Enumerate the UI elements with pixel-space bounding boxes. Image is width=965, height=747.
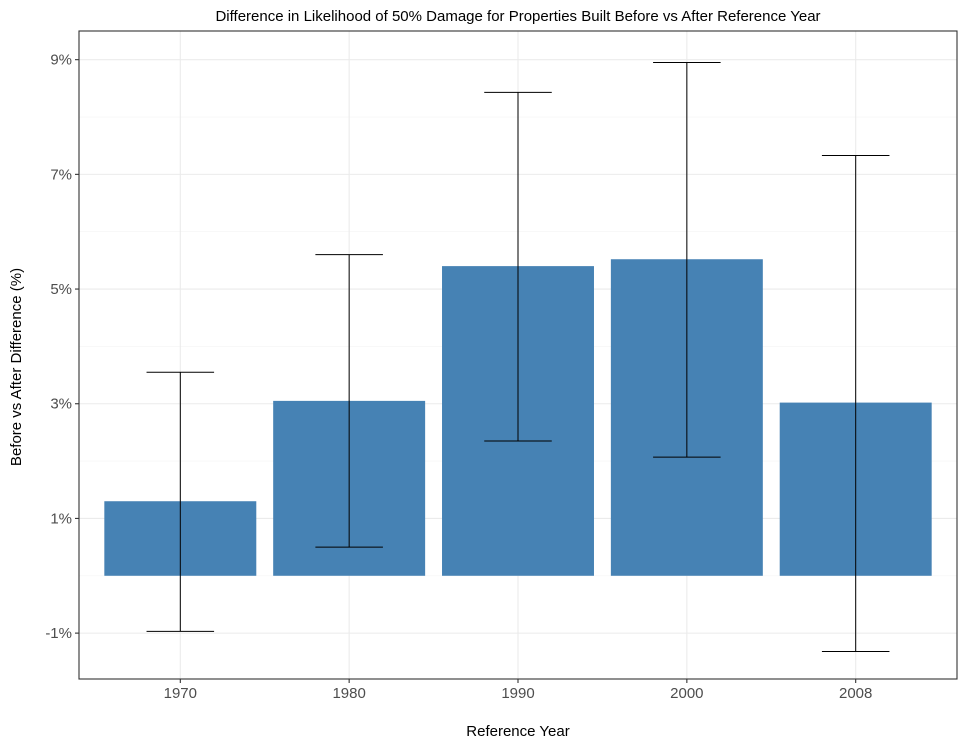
x-tick-label: 1980 <box>332 685 365 702</box>
x-tick-label: 2000 <box>670 685 703 702</box>
error-bars <box>146 62 890 652</box>
x-axis-title: Reference Year <box>466 723 569 740</box>
y-axis-title: Before vs After Difference (%) <box>8 268 25 466</box>
error-bar-1980 <box>315 254 383 548</box>
y-tick-label: -1% <box>45 625 72 642</box>
y-tick-label: 5% <box>50 281 72 298</box>
error-bar-1970 <box>146 371 215 632</box>
y-axis: -1% 1% 3% 5% 7% 9% <box>45 52 79 642</box>
chart-title: Difference in Likelihood of 50% Damage f… <box>215 8 820 25</box>
y-tick-label: 7% <box>50 166 72 183</box>
error-bar-2008 <box>821 154 890 652</box>
x-tick-label: 2008 <box>839 685 872 702</box>
error-bar-1990 <box>484 91 552 442</box>
error-bar-2000 <box>653 62 721 458</box>
x-tick-label: 1970 <box>164 685 197 702</box>
y-tick-label: 3% <box>50 396 72 413</box>
y-tick-label: 1% <box>50 510 72 527</box>
x-axis: 1970 1980 1990 2000 2008 <box>164 679 872 702</box>
x-tick-label: 1990 <box>501 685 534 702</box>
y-tick-label: 9% <box>50 52 72 69</box>
